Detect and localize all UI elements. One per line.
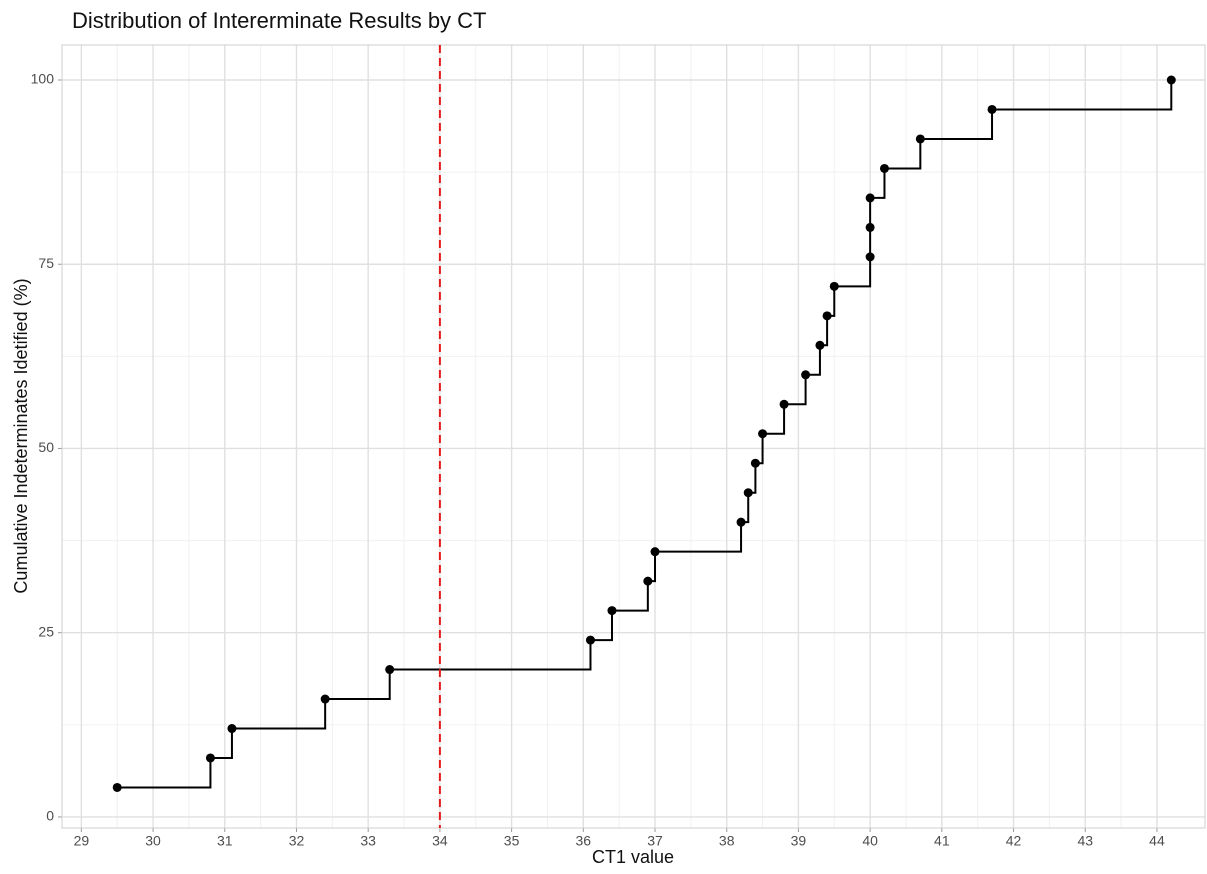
x-tick-label: 41: [934, 833, 950, 849]
x-tick-label: 40: [862, 833, 878, 849]
y-tick-label: 100: [31, 71, 55, 87]
data-point: [643, 576, 653, 586]
data-point: [758, 429, 768, 439]
x-tick-label: 38: [719, 833, 735, 849]
chart-title: Distribution of Intererminate Results by…: [72, 8, 487, 33]
x-axis-label: CT1 value: [592, 847, 674, 867]
data-point: [205, 753, 215, 763]
data-point: [112, 782, 122, 792]
step-line: [870, 168, 886, 199]
x-tick-label: 44: [1149, 833, 1165, 849]
data-point: [227, 724, 237, 734]
data-point: [865, 193, 875, 203]
step-line: [762, 404, 786, 435]
step-line: [920, 109, 994, 140]
step-line: [819, 315, 829, 347]
step-line: [827, 286, 836, 317]
step-line: [389, 640, 592, 671]
x-tick-label: 39: [791, 833, 807, 849]
panel-border: [61, 44, 1206, 829]
data-point: [736, 517, 746, 527]
data-point: [822, 311, 832, 321]
data-point: [320, 694, 330, 704]
data-point: [829, 281, 839, 291]
step-line: [748, 463, 757, 494]
x-tick-label: 32: [289, 833, 305, 849]
data-point: [779, 399, 789, 409]
data-point: [1166, 75, 1176, 85]
data-point: [585, 635, 595, 645]
step-line: [805, 345, 821, 376]
y-tick-label: 25: [38, 623, 54, 639]
data-point: [987, 104, 997, 114]
step-line: [655, 522, 743, 553]
y-tick-label: 75: [38, 255, 54, 271]
data-point: [915, 134, 925, 144]
step-line: [590, 610, 613, 642]
x-tick-label: 35: [504, 833, 520, 849]
x-tick-label: 30: [145, 833, 161, 849]
step-line: [784, 374, 807, 406]
data-point: [385, 665, 395, 675]
data-point: [607, 606, 617, 616]
x-tick-label: 31: [217, 833, 233, 849]
step-line: [611, 581, 649, 612]
x-tick-label: 29: [74, 833, 90, 849]
step-line: [647, 551, 657, 583]
x-tick-label: 42: [1006, 833, 1022, 849]
data-point: [865, 252, 875, 262]
y-tick-label: 0: [46, 808, 54, 824]
step-line: [884, 138, 922, 170]
data-point: [801, 370, 811, 380]
step-line: [834, 256, 872, 288]
step-line: [741, 492, 750, 524]
y-axis-label: Cumulative Indeterminates Idetified (%): [11, 278, 31, 593]
x-tick-label: 36: [576, 833, 592, 849]
step-line: [210, 728, 233, 759]
step-line: [117, 757, 212, 789]
data-point: [815, 340, 825, 350]
step-line: [325, 669, 391, 701]
data-point: [879, 163, 889, 173]
x-tick-label: 33: [360, 833, 376, 849]
data-point: [865, 222, 875, 232]
y-tick-label: 50: [38, 439, 54, 455]
step-line: [231, 699, 327, 730]
data-point: [743, 488, 753, 498]
x-tick-label: 43: [1077, 833, 1093, 849]
data-point: [650, 547, 660, 557]
step-line: [992, 80, 1173, 111]
x-tick-label: 37: [647, 833, 663, 849]
x-tick-label: 34: [432, 833, 448, 849]
data-point: [750, 458, 760, 468]
